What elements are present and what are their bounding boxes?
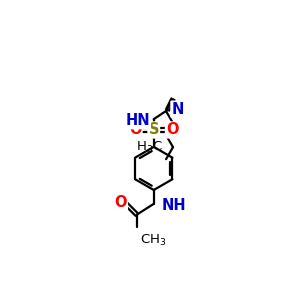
Text: H$_3$C: H$_3$C	[136, 140, 163, 154]
Text: NH: NH	[161, 198, 186, 213]
Text: O: O	[166, 122, 178, 137]
Text: N: N	[172, 102, 184, 117]
Text: HN: HN	[125, 113, 150, 128]
Text: O: O	[114, 195, 127, 210]
Text: CH$_3$: CH$_3$	[140, 233, 167, 248]
Text: O: O	[129, 122, 142, 137]
Text: S: S	[148, 122, 159, 137]
